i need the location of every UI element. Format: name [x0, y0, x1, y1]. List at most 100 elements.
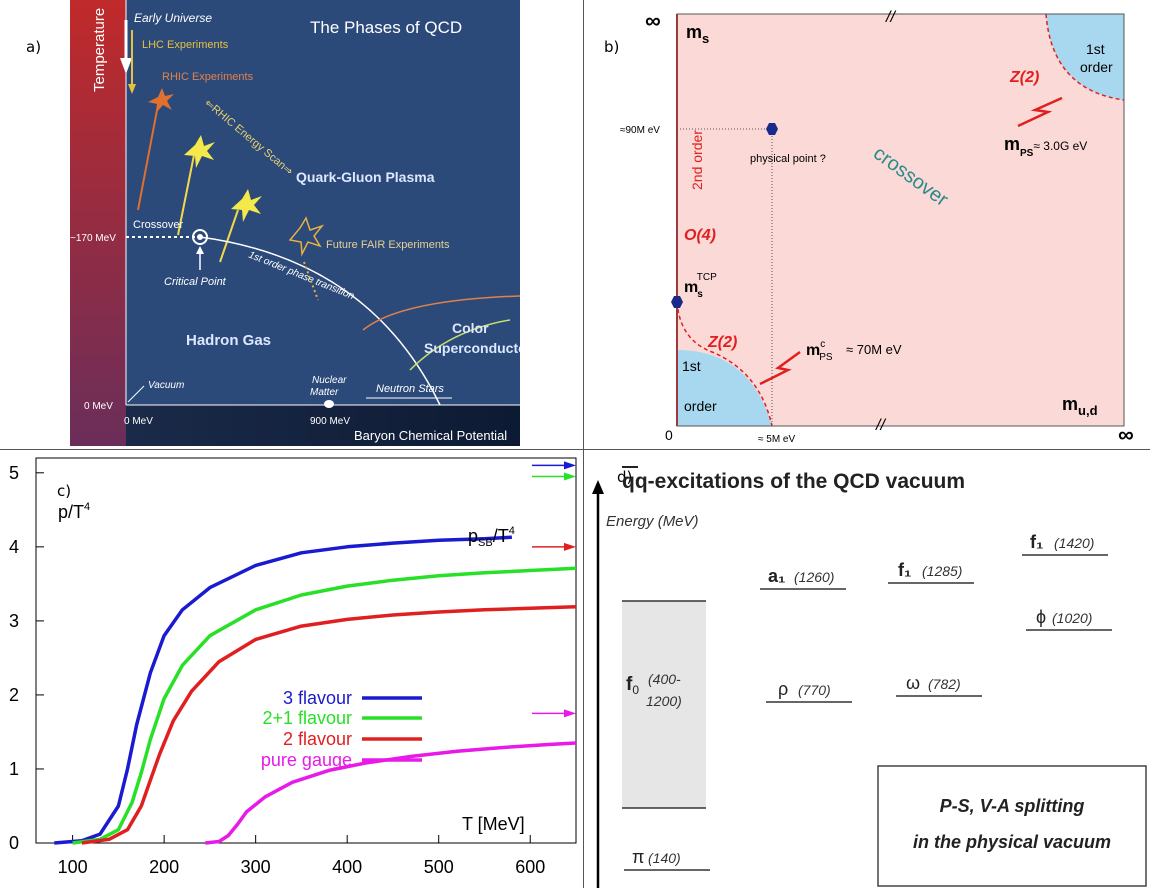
svg-text:ω: ω — [906, 673, 920, 693]
mps-top-label: mPS≈ 3.0G eV — [1004, 134, 1087, 159]
yellow-star-1 — [184, 135, 215, 168]
svg-text:(1260): (1260) — [794, 569, 834, 585]
y-tick-label: 5 — [9, 463, 19, 483]
f0-label: f0 — [626, 674, 639, 697]
state-a1: a₁ (1260) — [760, 566, 846, 590]
vertical-divider — [583, 0, 584, 888]
mev5-label: ≈ 5M eV — [758, 434, 795, 445]
zero-label: 0 — [665, 427, 673, 443]
physical-point-label: physical point ? — [750, 153, 826, 165]
columbia-plot: ∞ ∞ 0 // // ms mu,d 1st order Z(2) mPS≈ … — [620, 8, 1134, 447]
svg-text:(770): (770) — [798, 682, 831, 698]
f0-band — [622, 601, 706, 808]
tcp-marker — [671, 296, 683, 308]
f0-mass-2: 1200) — [646, 693, 682, 709]
early-universe-label: Early Universe — [134, 11, 212, 25]
mev90-label: ≈90M eV — [620, 125, 660, 136]
svg-text:(1420): (1420) — [1054, 535, 1094, 551]
series-line-pure-gauge — [205, 741, 577, 845]
critical-point-marker — [192, 229, 208, 245]
sb-arrowhead — [564, 709, 576, 718]
y-tick-label: 3 — [9, 611, 19, 631]
sb-arrowhead — [564, 472, 576, 481]
qgp-label: Quark-Gluon Plasma — [296, 169, 435, 185]
baryon-axis-label: Baryon Chemical Potential — [354, 428, 507, 443]
state-f1-1285: f₁ (1285) — [888, 560, 974, 584]
x-tick-label: 600 — [515, 857, 545, 877]
series-line-3-flavour — [54, 535, 512, 845]
svg-text:f₁: f₁ — [1030, 532, 1043, 552]
svg-text:f₁: f₁ — [898, 560, 911, 580]
zero-mev-x-label: 0 MeV — [124, 416, 153, 427]
panel-label-b: b) — [604, 38, 620, 56]
zero-mev-y-label: 0 MeV — [84, 401, 113, 412]
svg-text://: // — [875, 417, 886, 434]
f0-mass-1: (400- — [648, 671, 681, 687]
vacuum-label: Vacuum — [148, 380, 184, 391]
rhic-star — [148, 88, 174, 113]
nuclear-label-1: Nuclear — [312, 375, 347, 386]
legend-label: 3 flavour — [283, 688, 352, 708]
svg-text:ϕ: ϕ — [1036, 607, 1046, 627]
temperature-axis-label: Temperature — [91, 8, 108, 92]
legend-label: 2 flavour — [283, 729, 352, 749]
state-rho: ρ (770) — [766, 679, 852, 703]
svg-text:(782): (782) — [928, 676, 961, 692]
inf-bottom-right: ∞ — [1118, 422, 1134, 447]
color-super-label-1: Color — [452, 320, 489, 336]
sb-arrowhead — [564, 461, 576, 470]
panel-label-a: a) — [26, 38, 42, 56]
inf-top-left: ∞ — [645, 8, 661, 33]
x-tick-label: 400 — [332, 857, 362, 877]
mud-label: mu,d — [1062, 394, 1098, 418]
fair-label: Future FAIR Experiments — [326, 239, 450, 251]
svg-text:(1285): (1285) — [922, 563, 962, 579]
y-tick-label: 0 — [9, 833, 19, 853]
fair-star — [288, 216, 325, 257]
splitting-line-1: P-S, V-A splitting — [940, 796, 1085, 816]
nuclear-label-2: Matter — [310, 387, 339, 398]
critical-point-label: Critical Point — [164, 276, 227, 288]
sb-arrowhead — [564, 542, 576, 551]
x-tick-label: 500 — [424, 857, 454, 877]
svg-text:ρ: ρ — [778, 679, 788, 699]
pressure-chart: 100 200 300 400 500 600 0 1 2 3 4 5 p/T4 pSB/T4 T [… — [9, 457, 577, 877]
y-tick-label: 2 — [9, 685, 19, 705]
qq-excitations-diagram: qq-excitations of the QCD vacuum Energy … — [592, 466, 1147, 888]
neutron-stars-label: Neutron Stars — [376, 383, 444, 395]
panel-label-d: d) — [617, 468, 633, 486]
svg-text:π: π — [632, 847, 644, 867]
t170-label: ~170 MeV — [70, 233, 116, 244]
series-line-2-flavour — [81, 605, 577, 845]
ms-label: ms — [686, 22, 709, 46]
yellow-star-2 — [231, 189, 262, 222]
chart-xlabel: T [MeV] — [462, 814, 525, 834]
rhic-label: RHIC Experiments — [162, 71, 254, 83]
energy-axis-label: Energy (MeV) — [606, 513, 699, 530]
series-line-2-1-flavour — [72, 566, 577, 845]
chart-psb-label: pSB/T4 — [468, 525, 515, 549]
mps-bot-value: ≈ 70M eV — [846, 342, 902, 357]
horizontal-divider — [0, 449, 1150, 450]
first-order-bl-1: 1st — [682, 358, 701, 374]
phase-diagram-qcd: Temperature Baryon Chemical Potential Th… — [70, 0, 520, 446]
hadron-gas-label: Hadron Gas — [186, 332, 271, 349]
crossover-label: Crossover — [133, 219, 183, 231]
svg-text://: // — [885, 9, 896, 26]
lightning-bottom — [759, 350, 801, 386]
second-order-label: 2nd order — [689, 130, 705, 190]
state-omega: ω (782) — [896, 673, 982, 697]
splitting-line-2: in the physical vacuum — [913, 832, 1111, 852]
z2-bottom-label: Z(2) — [707, 334, 737, 351]
legend-label: 2+1 flavour — [262, 708, 352, 728]
lightning-top — [1017, 96, 1063, 128]
physical-point-marker — [766, 123, 778, 135]
first-order-tr-1: 1st — [1086, 41, 1105, 57]
panel-label-c: c) — [57, 482, 72, 500]
y-tick-label: 1 — [9, 759, 19, 779]
state-f1-1420: f₁ (1420) — [1022, 532, 1108, 556]
first-order-tr-2: order — [1080, 59, 1113, 75]
svg-text:(1020): (1020) — [1052, 610, 1092, 626]
lhc-label: LHC Experiments — [142, 39, 229, 51]
mps-bot-label: mc PS — [806, 339, 833, 363]
